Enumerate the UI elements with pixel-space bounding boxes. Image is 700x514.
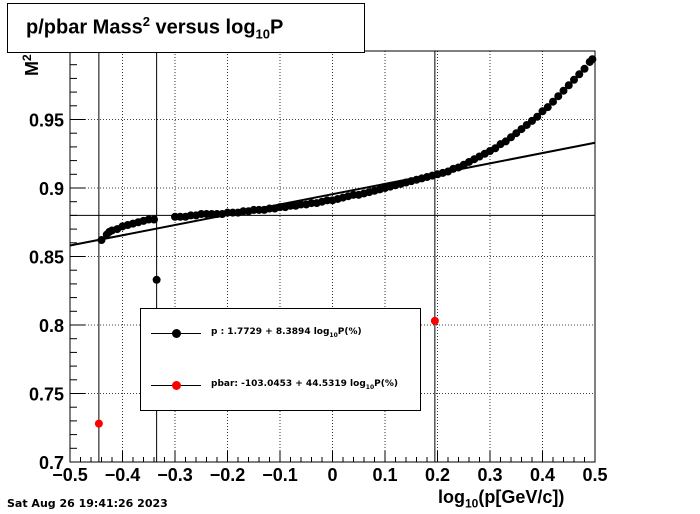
data-point-p	[575, 70, 584, 79]
x-tick-label: −0.1	[262, 465, 298, 485]
y-axis-label: M2	[20, 54, 42, 76]
data-point-p	[533, 112, 542, 121]
data-point-pbar	[430, 316, 439, 325]
y-tick-label: 0.9	[39, 179, 64, 199]
legend-entry-pbar: pbar: -103.0453 + 44.5319 log10P(%)	[141, 376, 420, 396]
legend-entry-p: p : 1.7729 + 8.3894 log10P(%)	[141, 324, 420, 344]
axes: −0.5 −0.4 −0.3 −0.2 −0.1 0 0.1 0.2 0.3 0.4 0.5 0.7 0…	[29, 50, 608, 485]
data-point-p	[150, 215, 158, 224]
data-point-p	[554, 92, 563, 101]
x-tick-label: −0.5	[52, 465, 88, 485]
x-tick-label: 0.4	[530, 465, 555, 485]
data-point-p	[559, 86, 568, 95]
y-tick-label: 0.7	[39, 453, 64, 473]
data-point-pbar	[94, 419, 103, 428]
x-tick-label: 0.1	[372, 465, 397, 485]
data-point-p	[580, 64, 589, 73]
y-tick-label: 0.75	[29, 385, 64, 405]
legend-marker-pbar	[172, 381, 181, 390]
legend-label-pbar: pbar: -103.0453 + 44.5319 log10P(%)	[211, 379, 398, 391]
legend-label-p: p : 1.7729 + 8.3894 log10P(%)	[211, 327, 362, 339]
fit-line	[69, 141, 596, 247]
data-point-p	[97, 236, 106, 245]
x-tick-label: 0.5	[582, 465, 607, 485]
series-p	[97, 55, 597, 284]
x-tick-label: −0.3	[157, 465, 193, 485]
chart-title: p/pbar Mass2 versus log10P	[26, 14, 284, 42]
chart-title-box: p/pbar Mass2 versus log10P	[7, 3, 365, 53]
x-tick-label: −0.4	[105, 465, 141, 485]
chart-marks	[69, 51, 597, 462]
legend: p : 1.7729 + 8.3894 log10P(%) pbar: -103…	[140, 308, 421, 411]
y-tick-label: 0.8	[39, 316, 64, 336]
x-tick-label: −0.2	[210, 465, 246, 485]
x-axis-label: log10(p[GeV/c])	[438, 487, 565, 511]
data-point-p	[152, 275, 161, 284]
data-point-p	[549, 97, 557, 106]
series-pbar	[94, 316, 439, 428]
data-point-p	[564, 81, 573, 90]
legend-marker-p	[172, 329, 181, 338]
x-tick-label: 0.3	[477, 465, 502, 485]
data-point-p	[588, 55, 597, 64]
data-point-p	[543, 103, 552, 112]
y-tick-label: 0.95	[29, 111, 64, 131]
y-tick-label: 0.85	[29, 248, 64, 268]
x-tick-label: 0	[327, 465, 337, 485]
date-stamp: Sat Aug 26 19:41:26 2023	[7, 497, 168, 510]
data-point-p	[570, 75, 578, 84]
x-tick-label: 0.2	[425, 465, 450, 485]
